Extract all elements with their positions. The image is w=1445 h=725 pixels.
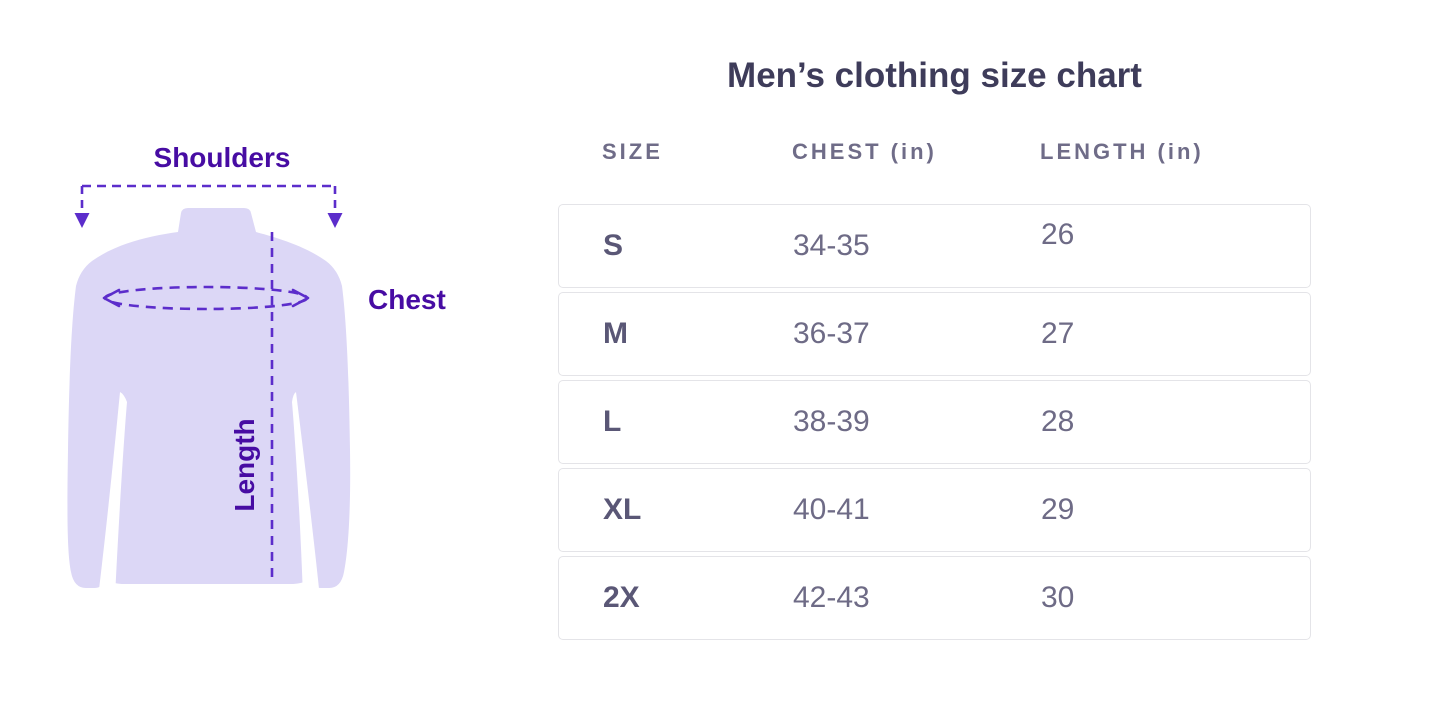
- cell-length: 29: [1041, 493, 1075, 526]
- cell-chest: 38-39: [793, 405, 870, 438]
- cell-chest: 36-37: [793, 317, 870, 350]
- table-body: S 34-35 26 M 36-37 27 L 38-39 28 XL 40-4…: [558, 204, 1311, 644]
- header-size: SIZE: [602, 139, 663, 164]
- header-length: LENGTH (in): [1040, 139, 1204, 164]
- chest-arrowhead-right-icon: [291, 288, 310, 308]
- cell-chest: 42-43: [793, 581, 870, 614]
- cell-size: M: [603, 317, 628, 350]
- cell-length: 30: [1041, 581, 1075, 614]
- chest-arrowhead-left-icon: [102, 288, 121, 308]
- cell-length: 28: [1041, 405, 1075, 438]
- shoulder-arrowhead-left-icon: [74, 213, 90, 228]
- table-row: S 34-35 26: [558, 204, 1311, 288]
- shoulder-arrowhead-right-icon: [327, 213, 343, 228]
- shirt-silhouette: [67, 208, 351, 588]
- table-header-row: SIZE CHEST (in) LENGTH (in): [558, 136, 1311, 168]
- sleeve-gap-left: [98, 392, 127, 598]
- cell-size: L: [603, 405, 622, 438]
- cell-length: 27: [1041, 317, 1075, 350]
- header-chest: CHEST (in): [792, 139, 937, 164]
- cell-size: XL: [603, 493, 642, 526]
- table-row: L 38-39 28: [558, 380, 1311, 464]
- cell-chest: 40-41: [793, 493, 870, 526]
- shoulders-label: Shoulders: [154, 142, 291, 173]
- length-label: Length: [229, 418, 260, 511]
- shirt-diagram-svg: Shoulders Chest Length: [67, 142, 446, 598]
- cell-size: 2X: [603, 581, 640, 614]
- page-title: Men’s clothing size chart: [727, 56, 1142, 95]
- table-row: XL 40-41 29: [558, 468, 1311, 552]
- cell-size: S: [603, 229, 624, 262]
- shirt-measurement-diagram: Shoulders Chest Length: [30, 120, 490, 668]
- cell-length: 26: [1041, 218, 1075, 251]
- table-row: M 36-37 27: [558, 292, 1311, 376]
- size-chart: Men’s clothing size chart SIZE CHEST (in…: [558, 40, 1311, 690]
- cell-chest: 34-35: [793, 229, 870, 262]
- table-row: 2X 42-43 30: [558, 556, 1311, 640]
- sleeve-gap-right: [292, 392, 320, 598]
- chest-label: Chest: [368, 284, 446, 315]
